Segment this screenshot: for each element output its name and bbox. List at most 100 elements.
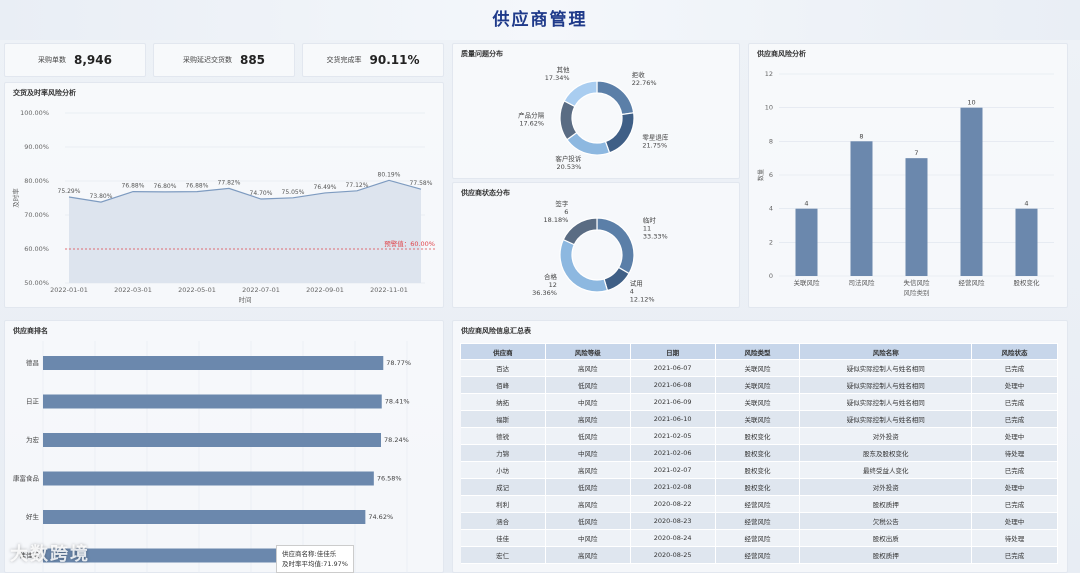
ranking-bar-chart: 德昌 78.77% 日正 78.41% 为宏 78.24% 康富食品 76.58% 好生 74.6… [13, 341, 411, 573]
table-header[interactable]: 风险名称 [799, 343, 973, 360]
table-row[interactable]: 纳拓 中风险 2021-06-09 关联风险 疑似实际控制人与姓名相同 已完成 [460, 393, 1058, 411]
table-row[interactable]: 涵合 低风险 2020-08-23 经营风险 欠税公告 处理中 [460, 512, 1058, 530]
table-cell: 经营风险 [715, 512, 801, 530]
table-cell: 德锐 [460, 427, 546, 445]
table-header[interactable]: 供应商 [460, 343, 546, 360]
x-tick-label: 2022-03-01 [114, 286, 152, 294]
data-label: 76.49% [314, 184, 337, 191]
donut-slice [562, 217, 598, 246]
table-cell: 股权变化 [715, 461, 801, 479]
y-tick-label: 好生 [26, 512, 40, 521]
kpi-value: 885 [239, 53, 266, 67]
table-row[interactable]: 佰峰 低风险 2021-06-08 关联风险 疑似实际控制人与姓名相同 处理中 [460, 376, 1058, 394]
x-tick-label: 司法风险 [849, 278, 876, 287]
table-row[interactable]: 佳佳 中风险 2020-08-24 经营风险 股权出质 待处理 [460, 529, 1058, 547]
table-row[interactable]: 力锦 中风险 2021-02-06 股权变化 股东及股权变化 待处理 [460, 444, 1058, 462]
x-tick-label: 失信风险 [904, 278, 931, 287]
table-cell: 关联风险 [715, 410, 801, 428]
table-cell: 股权质押 [799, 495, 973, 513]
x-axis-label: 风险类别 [904, 288, 930, 297]
table-row[interactable]: 成记 低风险 2021-02-08 股权变化 对外投资 处理中 [460, 478, 1058, 496]
table-header[interactable]: 日期 [629, 343, 716, 360]
panel-title: 供应商状态分布 [461, 189, 510, 197]
table-cell: 股权变化 [715, 427, 801, 445]
y-axis-label: 数量 [757, 169, 765, 181]
y-tick-label: 0 [769, 272, 773, 280]
y-tick-label: 日正 [26, 398, 40, 406]
kpi-label: 采购延迟交货数 [182, 56, 232, 64]
table-header[interactable]: 风险类型 [714, 343, 801, 360]
y-axis-label: 及时率 [11, 188, 20, 208]
panel-title: 交货及时率风险分析 [13, 89, 76, 97]
table-cell: 中风险 [545, 393, 631, 411]
table-row[interactable]: 小坊 高风险 2021-02-07 股权变化 最终受益人变化 已完成 [460, 461, 1058, 479]
table-row[interactable]: 利利 高风险 2020-08-22 经营风险 股权质押 已完成 [460, 495, 1058, 513]
data-label: 76.88% [186, 183, 209, 190]
bar [960, 107, 983, 276]
data-label: 77.12% [346, 182, 369, 189]
kpi-card-orders: 采购单数 8,946 [4, 43, 146, 77]
slice-label: 拒收 [632, 70, 646, 79]
table-cell: 佰峰 [460, 376, 546, 394]
donut-slice [566, 131, 611, 156]
table-row[interactable]: 福斯 高风险 2021-06-10 关联风险 疑似实际控制人与姓名相同 已完成 [460, 410, 1058, 428]
slice-label: 合格 [544, 272, 558, 281]
risk-table: 供应商 风险等级 日期 风险类型 风险名称 风险状态 百达 高风险 2021-06-… [460, 343, 1058, 564]
table-cell: 待处理 [971, 529, 1058, 547]
bar [43, 433, 381, 447]
watermark: 大数跨境 [10, 544, 90, 565]
table-cell: 2021-06-07 [630, 359, 716, 377]
table-header[interactable]: 风险状态 [971, 343, 1058, 360]
slice-label: 零星退库 [642, 132, 669, 141]
table-cell: 高风险 [545, 359, 631, 377]
table-row[interactable]: 百达 高风险 2021-06-07 关联风险 疑似实际控制人与姓名相同 已完成 [460, 359, 1058, 377]
bar [1015, 208, 1038, 276]
table-cell: 2020-08-24 [630, 529, 716, 547]
x-tick-label: 经营风险 [959, 278, 986, 287]
table-cell: 低风险 [545, 427, 631, 445]
table-cell: 经营风险 [715, 529, 801, 547]
donut-slice [563, 80, 598, 108]
table-cell: 已完成 [971, 393, 1058, 411]
donut-slice [596, 80, 635, 116]
data-label: 77.82% [218, 179, 241, 186]
table-row[interactable]: 德锐 低风险 2021-02-05 股权变化 对外投资 处理中 [460, 427, 1058, 445]
slice-label: 22.76% [632, 79, 657, 87]
y-tick-label: 8 [769, 137, 773, 145]
panel-title: 供应商风险信息汇总表 [461, 327, 531, 335]
table-cell: 2020-08-22 [630, 495, 716, 513]
table-cell: 高风险 [545, 546, 631, 564]
table-cell: 最终受益人变化 [799, 461, 973, 479]
kpi-label: 交货完成率 [326, 56, 362, 64]
slice-label: 17.34% [545, 74, 570, 82]
table-cell: 疑似实际控制人与姓名相同 [799, 410, 973, 428]
bar [905, 158, 928, 276]
data-label: 80.19% [378, 171, 401, 178]
table-cell: 纳拓 [460, 393, 546, 411]
donut-slice [604, 112, 635, 154]
slice-label: 18.18% [544, 216, 569, 224]
y-tick-label: 6 [769, 171, 773, 179]
table-cell: 2021-02-08 [630, 478, 716, 496]
table-cell: 对外投资 [799, 478, 973, 496]
bar-value-label: 4 [1024, 200, 1028, 208]
slice-label: 20.53% [557, 163, 582, 171]
table-cell: 经营风险 [715, 546, 801, 564]
table-cell: 百达 [460, 359, 546, 377]
bar-value-label: 8 [859, 132, 863, 140]
data-label: 76.88% [122, 183, 145, 190]
table-cell: 低风险 [545, 512, 631, 530]
bar [43, 356, 384, 370]
data-label: 75.05% [282, 189, 305, 196]
table-cell: 疑似实际控制人与姓名相同 [799, 376, 973, 394]
table-cell: 2021-06-10 [630, 410, 716, 428]
slice-label: 12.12% [630, 296, 655, 304]
table-cell: 股权变化 [715, 478, 801, 496]
donut-slice [596, 217, 635, 275]
table-row[interactable]: 宏仁 高风险 2020-08-25 经营风险 股权质押 已完成 [460, 546, 1058, 564]
table-cell: 经营风险 [715, 495, 801, 513]
table-cell: 低风险 [545, 478, 631, 496]
table-header[interactable]: 风险等级 [544, 343, 631, 360]
